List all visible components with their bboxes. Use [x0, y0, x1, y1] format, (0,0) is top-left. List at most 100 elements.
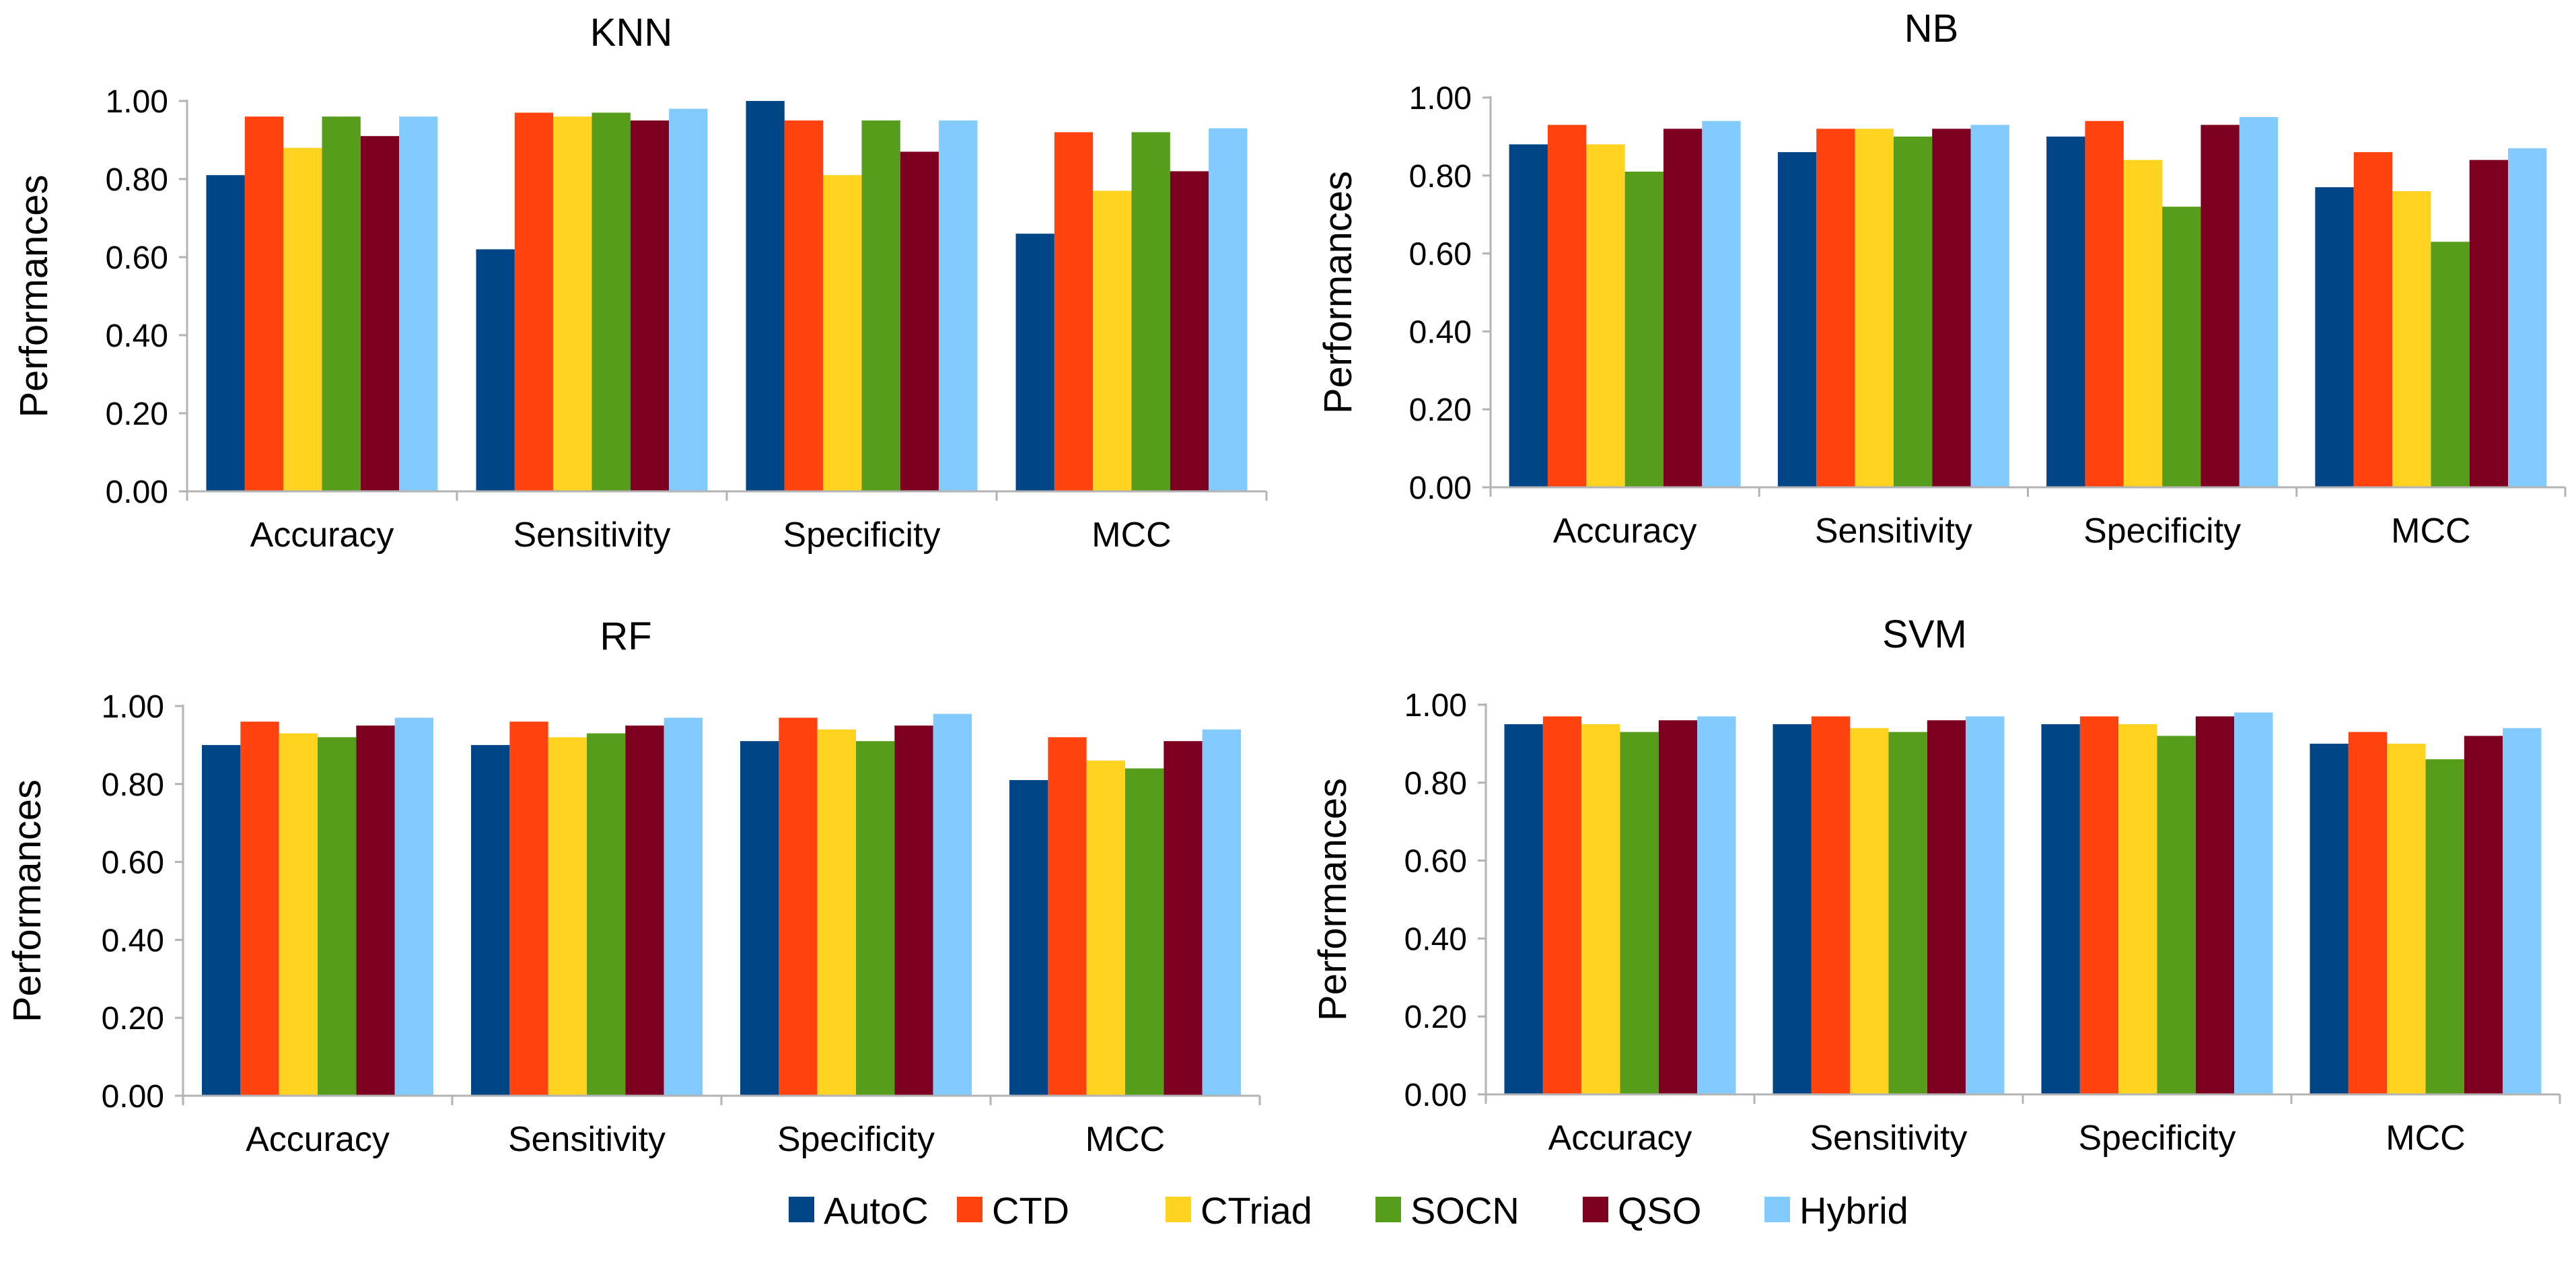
bar-autoc-sensitivity — [1773, 724, 1812, 1094]
bar-hybrid-accuracy — [394, 717, 433, 1096]
bar-autoc-specificity — [2046, 136, 2085, 487]
chart-title: SVM — [1882, 612, 1967, 656]
bar-hybrid-sensitivity — [1966, 716, 2005, 1094]
bar-ctriad-accuracy — [1581, 724, 1620, 1094]
x-category-label: Specificity — [2083, 512, 2241, 551]
legend-swatch-ctriad — [1166, 1197, 1191, 1222]
bar-hybrid-mcc — [2503, 728, 2542, 1094]
chart-title: NB — [1904, 7, 1959, 50]
bar-ctd-sensitivity — [1811, 716, 1851, 1094]
bar-ctd-sensitivity — [1816, 129, 1855, 487]
bar-qso-accuracy — [360, 136, 400, 491]
chart-svm: SVM Performances 0.00 0.20 0.40 0.60 0.80 1.00 A… — [1311, 612, 2561, 1158]
bar-ctd-accuracy — [1542, 716, 1582, 1094]
bar-ctriad-sensitivity — [1855, 129, 1894, 487]
bar-qso-sensitivity — [625, 725, 664, 1096]
bar-qso-specificity — [900, 151, 939, 491]
bar-socn-specificity — [2157, 736, 2196, 1094]
bar-ctriad-specificity — [817, 729, 856, 1096]
bar-socn-sensitivity — [1893, 136, 1933, 487]
bar-socn-sensitivity — [1888, 732, 1927, 1094]
bar-ctriad-sensitivity — [553, 116, 592, 491]
bar-ctriad-accuracy — [283, 147, 322, 491]
bar-ctriad-accuracy — [1586, 144, 1625, 488]
y-tick-label: 0.40 — [1404, 921, 1467, 957]
bar-qso-specificity — [894, 725, 933, 1096]
bar-socn-specificity — [856, 741, 895, 1096]
bar-ctd-mcc — [1054, 132, 1094, 491]
bar-ctd-specificity — [2085, 120, 2124, 488]
y-tick-label: 0.80 — [1409, 159, 1472, 195]
x-category-label: Sensitivity — [508, 1120, 666, 1159]
bar-hybrid-sensitivity — [669, 108, 708, 492]
y-tick-label: 0.60 — [102, 845, 164, 881]
x-category-label: MCC — [1092, 516, 1171, 555]
bar-hybrid-mcc — [1209, 128, 1248, 492]
legend-swatch-autoc — [789, 1197, 814, 1222]
legend-label-autoc: AutoC — [824, 1189, 929, 1232]
x-category-label: MCC — [2386, 1119, 2465, 1158]
bar-autoc-sensitivity — [476, 249, 515, 491]
bar-autoc-accuracy — [1504, 724, 1543, 1094]
bar-autoc-mcc — [1015, 234, 1054, 491]
y-tick-label: 0.00 — [1404, 1078, 1467, 1113]
x-category-label: Specificity — [777, 1120, 935, 1159]
bar-ctd-sensitivity — [514, 112, 554, 491]
x-category-label: Sensitivity — [513, 516, 670, 555]
bar-qso-mcc — [1170, 171, 1209, 491]
y-tick-label: 0.20 — [1404, 1000, 1467, 1035]
bar-autoc-accuracy — [206, 175, 245, 491]
bar-ctriad-mcc — [1093, 190, 1132, 491]
bar-qso-mcc — [2464, 736, 2503, 1094]
bar-socn-mcc — [2431, 242, 2470, 487]
bar-autoc-mcc — [1009, 780, 1048, 1096]
bar-ctriad-mcc — [2387, 743, 2426, 1094]
y-axis-label: Performances — [5, 779, 49, 1022]
x-category-label: Specificity — [783, 516, 940, 555]
bar-hybrid-specificity — [2239, 116, 2279, 487]
y-tick-label: 0.60 — [1404, 844, 1467, 880]
x-category-label: Accuracy — [250, 516, 394, 555]
x-category-label: Accuracy — [246, 1120, 390, 1159]
legend-label-qso: QSO — [1618, 1189, 1701, 1232]
legend-swatch-socn — [1375, 1197, 1401, 1222]
bar-autoc-accuracy — [1509, 144, 1548, 488]
x-category-label: Sensitivity — [1815, 512, 1972, 551]
y-axis-label: Performances — [12, 174, 56, 417]
bar-socn-sensitivity — [592, 112, 631, 491]
y-axis-label: Performances — [1311, 778, 1355, 1021]
bar-ctd-specificity — [784, 120, 824, 491]
bar-hybrid-mcc — [2508, 148, 2547, 487]
y-tick-label: 1.00 — [1409, 81, 1472, 116]
bar-hybrid-accuracy — [1702, 120, 1741, 488]
chart-nb: NB Performances 0.00 0.20 0.40 0.60 0.80 1.00 Ac… — [1316, 7, 2567, 551]
bar-autoc-accuracy — [202, 744, 241, 1096]
bar-socn-accuracy — [318, 737, 357, 1096]
bar-hybrid-mcc — [1202, 729, 1241, 1096]
chart-rf: RF Performances 0.00 0.20 0.40 0.60 0.80 1.00 Ac… — [5, 615, 1261, 1159]
bar-hybrid-sensitivity — [1970, 125, 2009, 487]
bar-socn-mcc — [1131, 132, 1170, 491]
bar-ctd-accuracy — [1547, 125, 1587, 487]
bar-socn-sensitivity — [587, 733, 626, 1096]
legend-swatch-qso — [1583, 1197, 1608, 1222]
bar-ctriad-specificity — [2118, 724, 2157, 1094]
chart-title: RF — [600, 615, 651, 658]
y-tick-label: 0.20 — [106, 396, 168, 432]
x-category-label: MCC — [1085, 1120, 1165, 1159]
bar-ctriad-specificity — [2123, 160, 2163, 487]
legend-label-hybrid: Hybrid — [1799, 1189, 1908, 1232]
y-tick-label: 1.00 — [1404, 688, 1467, 724]
bar-socn-mcc — [1125, 768, 1164, 1096]
bar-socn-accuracy — [322, 116, 361, 491]
y-tick-label: 0.80 — [1404, 766, 1467, 802]
bar-socn-accuracy — [1624, 172, 1663, 487]
y-tick-label: 0.20 — [102, 1001, 164, 1037]
bar-ctriad-mcc — [2392, 190, 2431, 487]
y-tick-label: 0.40 — [102, 923, 164, 958]
y-tick-label: 0.60 — [106, 240, 168, 276]
bar-autoc-mcc — [2315, 187, 2354, 487]
bar-hybrid-specificity — [2234, 712, 2273, 1094]
x-category-label: Accuracy — [1548, 1119, 1692, 1158]
bar-autoc-specificity — [746, 101, 785, 491]
